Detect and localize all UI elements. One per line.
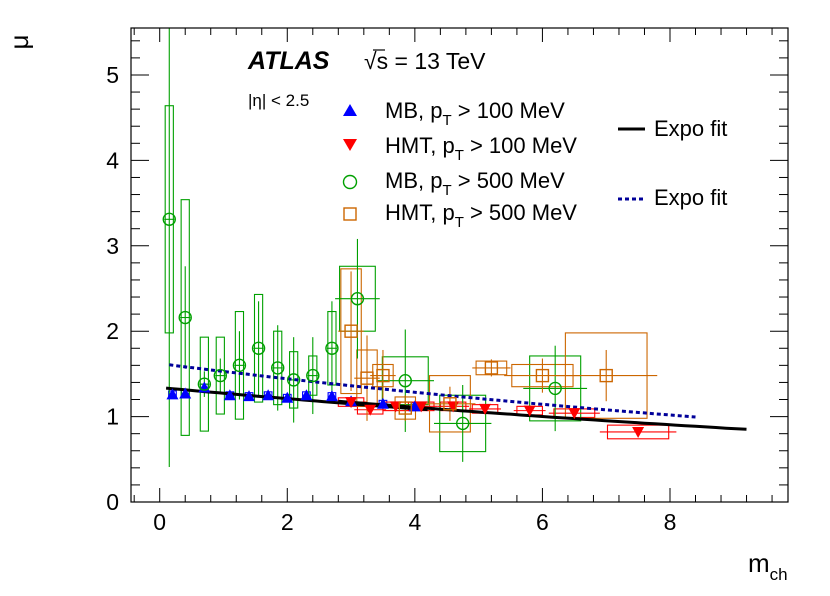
y-tick-label: 5 [106, 62, 119, 88]
data-point-mb-500 [398, 374, 412, 388]
legend-label-pre: HMT, p [385, 133, 455, 158]
data-point-mb-100 [223, 389, 236, 401]
data-point-hmt-100 [632, 426, 645, 438]
legend-label-sub: T [442, 112, 451, 129]
data-point-mb-500 [306, 368, 320, 383]
data-point-hmt-500 [344, 324, 358, 338]
data-point-mb-500 [251, 341, 266, 355]
legend-label-post: > 100 MeV [464, 133, 577, 158]
y-axis-label: μ [4, 35, 34, 50]
energy-label: √s = 13 TeV [364, 48, 486, 74]
data-point-hmt-500 [360, 371, 374, 385]
plot-frame [130, 27, 789, 503]
x-tick-label: 0 [153, 509, 166, 535]
data-point-mb-500 [213, 368, 228, 383]
markers-layer [162, 212, 645, 438]
legend-marker-hmt-100 [343, 139, 357, 151]
data-point-mb-500 [197, 377, 212, 391]
legend-entry-hmt-500: HMT, pT > 500 MeV [385, 200, 577, 231]
data-point-hmt-100 [523, 405, 536, 417]
data-point-mb-500 [325, 341, 339, 355]
x-tick-label: 6 [536, 509, 549, 535]
y-tick-label: 2 [106, 318, 119, 344]
data-point-mb-100 [325, 390, 338, 402]
legend-label-sub: T [442, 182, 451, 199]
data-point-mb-500 [232, 358, 247, 373]
data-point-mb-500 [286, 373, 301, 387]
legend-entry-mb-500: MB, pT > 500 MeV [385, 168, 565, 199]
error-bars-layer [164, 28, 677, 467]
data-point-mb-100 [243, 390, 256, 402]
data-point-mb-500 [162, 212, 176, 227]
y-tick-label: 3 [106, 233, 119, 259]
data-point-mb-100 [262, 389, 275, 401]
legend-entry-hmt-100: HMT, pT > 100 MeV [385, 133, 577, 164]
x-axis-label-sub: ch [770, 565, 788, 584]
x-axis-label-main: m [748, 548, 770, 578]
data-point-mb-500 [271, 361, 285, 375]
data-point-mb-100 [281, 391, 294, 403]
y-tick-label: 4 [106, 147, 119, 173]
legend-label-pre: HMT, p [385, 200, 455, 225]
legend-label-post: > 500 MeV [464, 200, 577, 225]
data-point-hmt-500 [398, 401, 412, 415]
legend-label-post: > 100 MeV [452, 98, 565, 123]
legend-fit-dashed-label: Expo fit [654, 185, 727, 210]
legend-label-sub: T [455, 214, 464, 231]
legend-entry-mb-100: MB, pT > 100 MeV [385, 98, 565, 129]
data-point-mb-500 [178, 310, 192, 325]
legend: MB, pT > 100 MeV HMT, pT > 100 MeV MB, p… [342, 98, 727, 231]
legend-label-post: > 500 MeV [452, 168, 565, 193]
data-point-hmt-500 [535, 368, 550, 383]
eta-cut-label: |η| < 2.5 [248, 91, 309, 110]
legend-marker-hmt-500 [343, 207, 357, 221]
legend-marker-mb-500 [342, 174, 358, 190]
data-point-hmt-100 [364, 404, 377, 416]
energy-value: = 13 TeV [388, 48, 486, 74]
data-point-hmt-500 [443, 397, 457, 411]
data-point-mb-100 [300, 389, 313, 401]
legend-label-sub: T [455, 147, 464, 164]
axes-frame: 0 2 4 6 8 0 1 2 3 4 5 [106, 27, 789, 535]
data-point-hmt-500 [376, 368, 390, 383]
data-point-mb-500 [548, 381, 562, 396]
legend-fit-solid-label: Expo fit [654, 116, 727, 141]
expo-fit-solid [338, 399, 747, 431]
data-point-hmt-100 [568, 408, 581, 420]
x-tick-label: 4 [408, 509, 421, 535]
legend-marker-mb-100 [343, 104, 357, 116]
data-point-hmt-100 [415, 401, 428, 413]
data-point-hmt-100 [345, 397, 358, 409]
data-point-hmt-100 [479, 403, 492, 415]
data-point-mb-100 [166, 388, 179, 400]
x-tick-label: 2 [281, 509, 294, 535]
energy-sqrt: √s [364, 48, 388, 74]
y-tick-label: 0 [106, 489, 119, 515]
x-tick-label: 8 [664, 509, 677, 535]
data-point-hmt-500 [599, 368, 613, 383]
atlas-label: ATLAS [247, 47, 330, 75]
fit-lines-layer [165, 363, 747, 431]
data-point-mb-500 [350, 292, 365, 306]
legend-label-pre: MB, p [385, 168, 442, 193]
x-axis-label: mch [748, 548, 788, 584]
data-point-hmt-500 [484, 361, 499, 375]
data-point-mb-100 [376, 397, 389, 409]
legend-label-pre: MB, p [385, 98, 442, 123]
data-point-mb-500 [455, 416, 470, 431]
data-point-mb-100 [179, 387, 192, 399]
y-tick-label: 1 [106, 404, 119, 430]
